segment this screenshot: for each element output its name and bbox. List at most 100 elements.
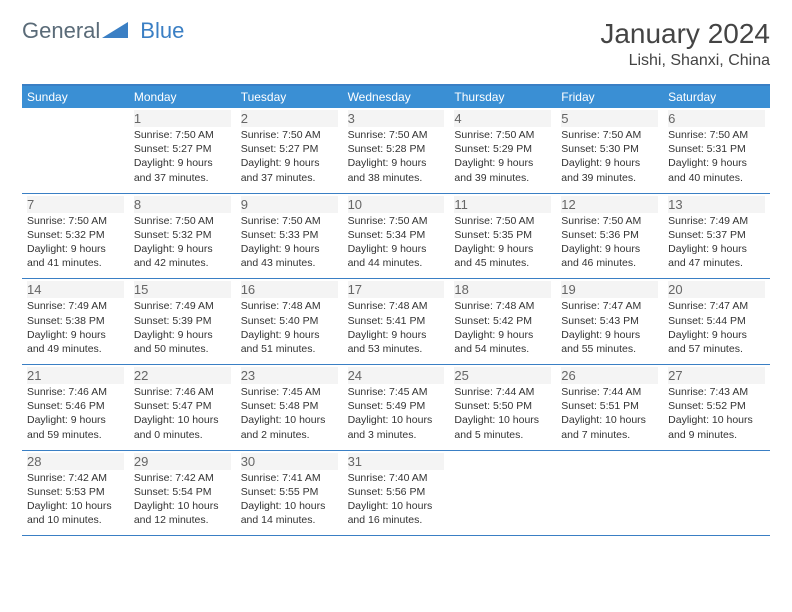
- day-cell: 30Sunrise: 7:41 AMSunset: 5:55 PMDayligh…: [236, 451, 343, 536]
- day-number: 9: [241, 196, 338, 213]
- day-number: 2: [241, 110, 338, 127]
- sunset-line: Sunset: 5:48 PM: [241, 399, 338, 413]
- day-cell: 1Sunrise: 7:50 AMSunset: 5:27 PMDaylight…: [129, 108, 236, 193]
- day-cell: 20Sunrise: 7:47 AMSunset: 5:44 PMDayligh…: [663, 279, 770, 364]
- sunrise-line: Sunrise: 7:48 AM: [454, 299, 551, 313]
- day-number: 15: [134, 281, 231, 298]
- day-number: 3: [348, 110, 445, 127]
- day-cell: 7Sunrise: 7:50 AMSunset: 5:32 PMDaylight…: [22, 194, 129, 279]
- sunrise-line: Sunrise: 7:48 AM: [241, 299, 338, 313]
- day-header-thursday: Thursday: [449, 86, 556, 108]
- calendar: SundayMondayTuesdayWednesdayThursdayFrid…: [22, 84, 770, 536]
- day-cell: 15Sunrise: 7:49 AMSunset: 5:39 PMDayligh…: [129, 279, 236, 364]
- daylight-line: Daylight: 10 hours and 7 minutes.: [561, 413, 658, 441]
- day-cell: [22, 108, 129, 193]
- sunset-line: Sunset: 5:51 PM: [561, 399, 658, 413]
- daylight-line: Daylight: 9 hours and 45 minutes.: [454, 242, 551, 270]
- day-number: 11: [454, 196, 551, 213]
- logo-triangle-icon: [102, 20, 128, 43]
- daylight-line: Daylight: 9 hours and 55 minutes.: [561, 328, 658, 356]
- sunrise-line: Sunrise: 7:50 AM: [454, 214, 551, 228]
- day-cell: 8Sunrise: 7:50 AMSunset: 5:32 PMDaylight…: [129, 194, 236, 279]
- sunrise-line: Sunrise: 7:46 AM: [27, 385, 124, 399]
- sunrise-line: Sunrise: 7:50 AM: [561, 214, 658, 228]
- day-header-row: SundayMondayTuesdayWednesdayThursdayFrid…: [22, 86, 770, 108]
- day-number: 18: [454, 281, 551, 298]
- daylight-line: Daylight: 9 hours and 37 minutes.: [241, 156, 338, 184]
- daylight-line: Daylight: 9 hours and 51 minutes.: [241, 328, 338, 356]
- week-row: 28Sunrise: 7:42 AMSunset: 5:53 PMDayligh…: [22, 451, 770, 537]
- sunrise-line: Sunrise: 7:42 AM: [27, 471, 124, 485]
- sunrise-line: Sunrise: 7:48 AM: [348, 299, 445, 313]
- day-cell: 19Sunrise: 7:47 AMSunset: 5:43 PMDayligh…: [556, 279, 663, 364]
- week-row: 21Sunrise: 7:46 AMSunset: 5:46 PMDayligh…: [22, 365, 770, 451]
- sunset-line: Sunset: 5:37 PM: [668, 228, 765, 242]
- daylight-line: Daylight: 10 hours and 10 minutes.: [27, 499, 124, 527]
- daylight-line: Daylight: 10 hours and 16 minutes.: [348, 499, 445, 527]
- day-number: 17: [348, 281, 445, 298]
- sunset-line: Sunset: 5:34 PM: [348, 228, 445, 242]
- day-number: 5: [561, 110, 658, 127]
- day-number: 14: [27, 281, 124, 298]
- day-cell: 13Sunrise: 7:49 AMSunset: 5:37 PMDayligh…: [663, 194, 770, 279]
- sunrise-line: Sunrise: 7:44 AM: [454, 385, 551, 399]
- day-cell: 28Sunrise: 7:42 AMSunset: 5:53 PMDayligh…: [22, 451, 129, 536]
- sunset-line: Sunset: 5:43 PM: [561, 314, 658, 328]
- sunrise-line: Sunrise: 7:50 AM: [348, 214, 445, 228]
- daylight-line: Daylight: 9 hours and 37 minutes.: [134, 156, 231, 184]
- daylight-line: Daylight: 9 hours and 46 minutes.: [561, 242, 658, 270]
- day-cell: 17Sunrise: 7:48 AMSunset: 5:41 PMDayligh…: [343, 279, 450, 364]
- sunset-line: Sunset: 5:50 PM: [454, 399, 551, 413]
- day-cell: 9Sunrise: 7:50 AMSunset: 5:33 PMDaylight…: [236, 194, 343, 279]
- daylight-line: Daylight: 9 hours and 49 minutes.: [27, 328, 124, 356]
- day-header-wednesday: Wednesday: [343, 86, 450, 108]
- day-cell: 10Sunrise: 7:50 AMSunset: 5:34 PMDayligh…: [343, 194, 450, 279]
- sunrise-line: Sunrise: 7:49 AM: [27, 299, 124, 313]
- day-cell: 5Sunrise: 7:50 AMSunset: 5:30 PMDaylight…: [556, 108, 663, 193]
- sunset-line: Sunset: 5:32 PM: [27, 228, 124, 242]
- sunset-line: Sunset: 5:39 PM: [134, 314, 231, 328]
- day-cell: 27Sunrise: 7:43 AMSunset: 5:52 PMDayligh…: [663, 365, 770, 450]
- day-number: 27: [668, 367, 765, 384]
- day-cell: 21Sunrise: 7:46 AMSunset: 5:46 PMDayligh…: [22, 365, 129, 450]
- daylight-line: Daylight: 9 hours and 44 minutes.: [348, 242, 445, 270]
- daylight-line: Daylight: 10 hours and 0 minutes.: [134, 413, 231, 441]
- day-number: 10: [348, 196, 445, 213]
- daylight-line: Daylight: 10 hours and 3 minutes.: [348, 413, 445, 441]
- daylight-line: Daylight: 9 hours and 42 minutes.: [134, 242, 231, 270]
- sunset-line: Sunset: 5:41 PM: [348, 314, 445, 328]
- sunrise-line: Sunrise: 7:47 AM: [561, 299, 658, 313]
- daylight-line: Daylight: 10 hours and 5 minutes.: [454, 413, 551, 441]
- sunrise-line: Sunrise: 7:45 AM: [348, 385, 445, 399]
- sunset-line: Sunset: 5:27 PM: [241, 142, 338, 156]
- sunset-line: Sunset: 5:30 PM: [561, 142, 658, 156]
- week-row: 1Sunrise: 7:50 AMSunset: 5:27 PMDaylight…: [22, 108, 770, 194]
- day-number: 16: [241, 281, 338, 298]
- day-cell: 2Sunrise: 7:50 AMSunset: 5:27 PMDaylight…: [236, 108, 343, 193]
- daylight-line: Daylight: 10 hours and 14 minutes.: [241, 499, 338, 527]
- day-cell: 12Sunrise: 7:50 AMSunset: 5:36 PMDayligh…: [556, 194, 663, 279]
- month-title: January 2024: [600, 18, 770, 50]
- sunset-line: Sunset: 5:33 PM: [241, 228, 338, 242]
- day-number: 29: [134, 453, 231, 470]
- sunset-line: Sunset: 5:28 PM: [348, 142, 445, 156]
- day-cell: 18Sunrise: 7:48 AMSunset: 5:42 PMDayligh…: [449, 279, 556, 364]
- daylight-line: Daylight: 9 hours and 40 minutes.: [668, 156, 765, 184]
- daylight-line: Daylight: 9 hours and 53 minutes.: [348, 328, 445, 356]
- day-cell: [663, 451, 770, 536]
- daylight-line: Daylight: 9 hours and 59 minutes.: [27, 413, 124, 441]
- daylight-line: Daylight: 9 hours and 41 minutes.: [27, 242, 124, 270]
- day-cell: 29Sunrise: 7:42 AMSunset: 5:54 PMDayligh…: [129, 451, 236, 536]
- daylight-line: Daylight: 10 hours and 9 minutes.: [668, 413, 765, 441]
- daylight-line: Daylight: 9 hours and 39 minutes.: [561, 156, 658, 184]
- sunrise-line: Sunrise: 7:50 AM: [134, 214, 231, 228]
- week-row: 7Sunrise: 7:50 AMSunset: 5:32 PMDaylight…: [22, 194, 770, 280]
- day-number: 31: [348, 453, 445, 470]
- daylight-line: Daylight: 10 hours and 2 minutes.: [241, 413, 338, 441]
- sunrise-line: Sunrise: 7:49 AM: [668, 214, 765, 228]
- day-number: 21: [27, 367, 124, 384]
- sunrise-line: Sunrise: 7:46 AM: [134, 385, 231, 399]
- sunrise-line: Sunrise: 7:50 AM: [27, 214, 124, 228]
- title-block: January 2024 Lishi, Shanxi, China: [600, 18, 770, 70]
- week-row: 14Sunrise: 7:49 AMSunset: 5:38 PMDayligh…: [22, 279, 770, 365]
